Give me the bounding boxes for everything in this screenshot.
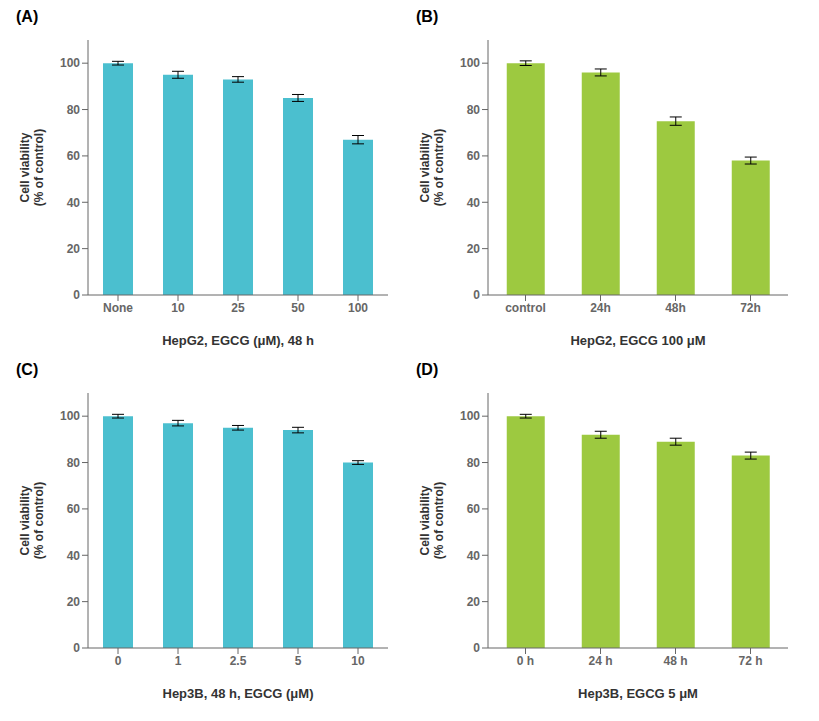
svg-text:48h: 48h	[665, 301, 686, 315]
svg-text:Hep3B, 48 h, EGCG (μM): Hep3B, 48 h, EGCG (μM)	[163, 686, 314, 701]
svg-text:None: None	[103, 301, 133, 315]
svg-text:80: 80	[67, 103, 81, 117]
html-text:(A): (A)	[16, 8, 39, 25]
svg-text:0: 0	[73, 641, 80, 655]
svg-text:Hep3B, EGCG 5 μM: Hep3B, EGCG 5 μM	[578, 686, 698, 701]
svg-text:20: 20	[67, 242, 81, 256]
svg-text:100: 100	[60, 56, 80, 70]
svg-text:HepG2, EGCG (μM), 48 h: HepG2, EGCG (μM), 48 h	[162, 333, 314, 348]
svg-text:48 h: 48 h	[663, 654, 687, 668]
svg-text:0: 0	[473, 288, 480, 302]
svg-text:80: 80	[67, 456, 81, 470]
svg-text:50: 50	[291, 301, 305, 315]
svg-text:60: 60	[467, 149, 481, 163]
svg-text:40: 40	[467, 196, 481, 210]
svg-text:Cell viability(% of control): Cell viability(% of control)	[418, 482, 446, 559]
svg-text:60: 60	[467, 502, 481, 516]
svg-text:10: 10	[351, 654, 365, 668]
svg-text:100: 100	[348, 301, 368, 315]
svg-text:5: 5	[295, 654, 302, 668]
svg-text:0 h: 0 h	[517, 654, 534, 668]
svg-text:60: 60	[67, 149, 81, 163]
svg-text:2.5: 2.5	[230, 654, 247, 668]
html-text:(D): (D)	[416, 361, 439, 378]
html-text:(B): (B)	[416, 8, 439, 25]
svg-text:80: 80	[467, 456, 481, 470]
svg-text:Cell viability(% of control): Cell viability(% of control)	[418, 129, 446, 206]
svg-text:20: 20	[467, 242, 481, 256]
svg-text:60: 60	[67, 502, 81, 516]
svg-text:Cell viability(% of control): Cell viability(% of control)	[18, 129, 46, 206]
svg-text:0: 0	[115, 654, 122, 668]
svg-text:24h: 24h	[590, 301, 611, 315]
svg-text:100: 100	[60, 409, 80, 423]
svg-text:20: 20	[67, 595, 81, 609]
svg-text:80: 80	[467, 103, 481, 117]
svg-text:0: 0	[473, 641, 480, 655]
svg-text:100: 100	[460, 56, 480, 70]
svg-text:Cell viability(% of control): Cell viability(% of control)	[18, 482, 46, 559]
svg-text:20: 20	[467, 595, 481, 609]
svg-text:40: 40	[67, 549, 81, 563]
svg-text:40: 40	[467, 549, 481, 563]
svg-text:40: 40	[67, 196, 81, 210]
svg-text:72 h: 72 h	[738, 654, 762, 668]
svg-text:0: 0	[73, 288, 80, 302]
svg-text:HepG2, EGCG 100 μM: HepG2, EGCG 100 μM	[570, 333, 705, 348]
svg-text:10: 10	[171, 301, 185, 315]
svg-text:24 h: 24 h	[588, 654, 612, 668]
svg-text:control: control	[505, 301, 546, 315]
svg-text:100: 100	[460, 409, 480, 423]
svg-text:25: 25	[231, 301, 245, 315]
svg-text:72h: 72h	[740, 301, 761, 315]
svg-text:1: 1	[175, 654, 182, 668]
html-text:(C): (C)	[16, 361, 39, 378]
